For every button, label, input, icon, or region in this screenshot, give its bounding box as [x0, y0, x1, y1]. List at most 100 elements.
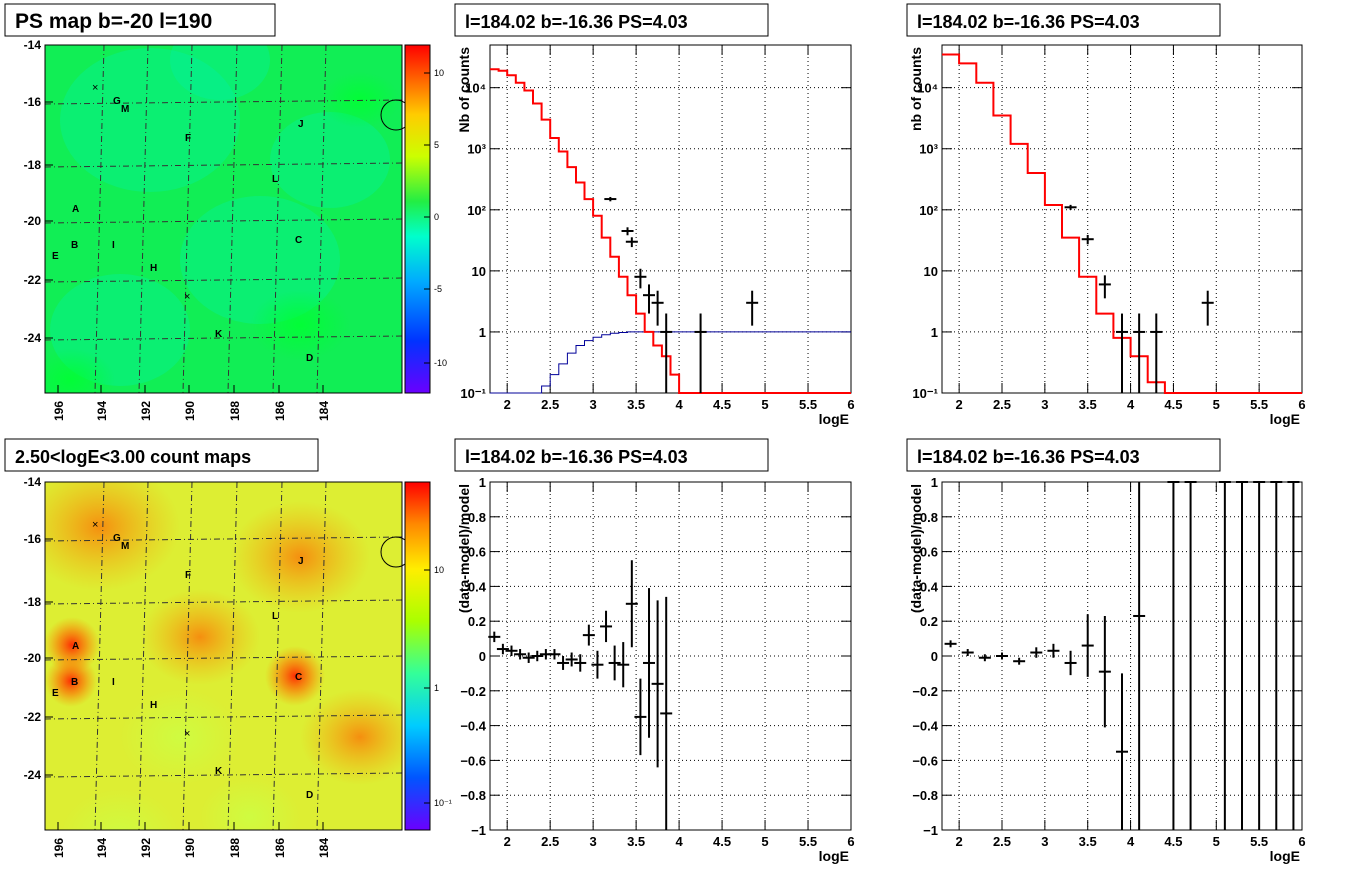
map-xtick-label: 188 — [228, 401, 242, 421]
chart-xtick-label: 6 — [847, 397, 854, 412]
chart-panel-1: l=184.02 b=-16.36 PS=4.03 2 2.5 3 3.5 4 4.5 5 5.… — [454, 3, 855, 427]
chart-xtick-label: 5.5 — [1250, 397, 1268, 412]
map-source-label: I — [112, 240, 115, 251]
chart-ytick-label: 0.2 — [920, 614, 938, 629]
chart-ytick-label: 10² — [467, 203, 486, 218]
map-source-label: F — [185, 133, 191, 144]
chart-ytick-label: 10⁻¹ — [460, 386, 486, 401]
map-source-label: D — [306, 790, 313, 801]
map-cross-marker: × — [92, 82, 98, 94]
model-step-line — [490, 68, 851, 394]
chart-ytick-label: 10⁻¹ — [912, 386, 938, 401]
chart-xtick-label: 2.5 — [541, 834, 559, 849]
map-ytick-label: -24 — [24, 331, 42, 345]
chart-xtick-label: 5 — [1213, 397, 1220, 412]
map-title-box — [4, 438, 319, 472]
map-frame — [44, 44, 403, 394]
map-faint-region — [200, 777, 300, 830]
map-xtick-label: 192 — [139, 838, 153, 858]
chart-ytick-label: 10³ — [467, 142, 486, 157]
map-source-label: H — [150, 700, 157, 711]
map-source-label: E — [52, 251, 59, 262]
map-source-label: L — [272, 611, 278, 622]
map-source-label: A — [72, 641, 79, 652]
colorbar-tick-label: -10 — [434, 358, 447, 368]
map-panel-2: 2.50<logE<3.00 count maps A B C D E F G H I J K L M × ×… — [4, 438, 452, 858]
colorbar-tick-label: 10 — [434, 565, 444, 575]
map-frame — [44, 481, 403, 831]
chart-xtick-label: 3.5 — [627, 834, 645, 849]
chart-frame — [489, 481, 852, 831]
map-xtick-label: 186 — [273, 838, 287, 858]
map-source-label: G — [113, 96, 121, 107]
colorbar — [404, 481, 431, 831]
chart-ytick-label: 10³ — [919, 142, 938, 157]
chart-title-box — [454, 438, 769, 472]
chart-xtick-label: 4 — [1127, 834, 1135, 849]
chart-xtick-label: 2.5 — [993, 834, 1011, 849]
colorbar-tick-label: 10⁻¹ — [434, 798, 452, 808]
map-diffuse-region — [300, 689, 402, 785]
chart-xtick-label: 4 — [1127, 397, 1135, 412]
chart-panel-4: l=184.02 b=-16.36 PS=4.03 2 2.5 3 3.5 4 4.5 5 5.… — [906, 438, 1306, 864]
chart-xtick-label: 5 — [761, 834, 768, 849]
map-source-label: E — [52, 688, 59, 699]
map-source-label: C — [295, 235, 302, 246]
map-grid-parallel — [45, 162, 402, 168]
map-xtick-label: 192 — [139, 401, 153, 421]
chart-xtick-label: 5.5 — [799, 834, 817, 849]
map-diffuse-region — [140, 589, 260, 685]
chart-xtick-label: 4 — [675, 834, 683, 849]
chart-title: l=184.02 b=-16.36 PS=4.03 — [917, 447, 1140, 467]
map-xtick-label: 184 — [317, 838, 331, 858]
map-bright-source — [265, 646, 325, 706]
chart-xtick-label: 4.5 — [713, 397, 731, 412]
map-faint-region — [60, 789, 180, 830]
map-grid-meridian — [272, 482, 283, 830]
chart-ytick-label: −1 — [471, 823, 486, 838]
map-grid-meridian — [182, 45, 193, 393]
chart-ytick-label: 0 — [479, 649, 486, 664]
chart-ytick-label: 1 — [931, 325, 938, 340]
chart-title-box — [454, 3, 769, 37]
chart-xtick-label: 3.5 — [627, 397, 645, 412]
chart-xlabel: logE — [819, 411, 849, 427]
map-source-label: I — [112, 677, 115, 688]
map-source-label: L — [272, 174, 278, 185]
chart-ytick-label: −1 — [923, 823, 938, 838]
chart-ytick-label: 10 — [472, 264, 486, 279]
chart-panel-3: l=184.02 b=-16.36 PS=4.03 2 2.5 3 3.5 4 4.5 5 5.… — [454, 438, 855, 864]
map-source-label: C — [295, 672, 302, 683]
chart-ylabel: (data-model)/model — [908, 484, 924, 613]
map-grid-parallel — [45, 218, 402, 224]
map-title: 2.50<logE<3.00 count maps — [15, 447, 251, 467]
colorbar-tick-label: 1 — [434, 683, 439, 693]
chart-xtick-label: 3 — [590, 834, 597, 849]
map-grid-meridian — [138, 45, 149, 393]
map-diffuse-region — [230, 501, 370, 613]
map-xtick-label: 188 — [228, 838, 242, 858]
map-ytick-label: -20 — [24, 651, 42, 665]
chart-xtick-label: 6 — [1298, 397, 1305, 412]
map-ytick-label: -20 — [24, 214, 42, 228]
map-tint-region — [60, 48, 240, 192]
chart-ytick-label: −0.6 — [460, 753, 486, 768]
chart-ytick-label: −0.8 — [460, 788, 486, 803]
chart-ytick-label: −0.6 — [912, 753, 938, 768]
exposure-step-line — [490, 331, 851, 394]
map-grid-meridian — [138, 482, 149, 830]
map-source-label: A — [72, 204, 79, 215]
chart-ytick-label: 10 — [924, 264, 938, 279]
map-source-label: B — [71, 240, 78, 251]
map-panel-1: PS map b=-20 l=190 A B C D E F G H I J K L M × × 196 194 1… — [4, 3, 447, 421]
map-title-box — [4, 3, 276, 37]
chart-xtick-label: 3 — [1041, 397, 1048, 412]
chart-ytick-label: 1 — [479, 325, 486, 340]
chart-plot-area — [490, 45, 851, 393]
map-title: PS map b=-20 l=190 — [15, 10, 212, 33]
chart-ylabel: nb of counts — [908, 47, 924, 131]
map-xtick-label: 196 — [52, 838, 66, 858]
chart-ytick-label: 10⁴ — [917, 81, 938, 96]
chart-title-box — [906, 3, 1221, 37]
chart-xlabel: logE — [819, 848, 849, 864]
